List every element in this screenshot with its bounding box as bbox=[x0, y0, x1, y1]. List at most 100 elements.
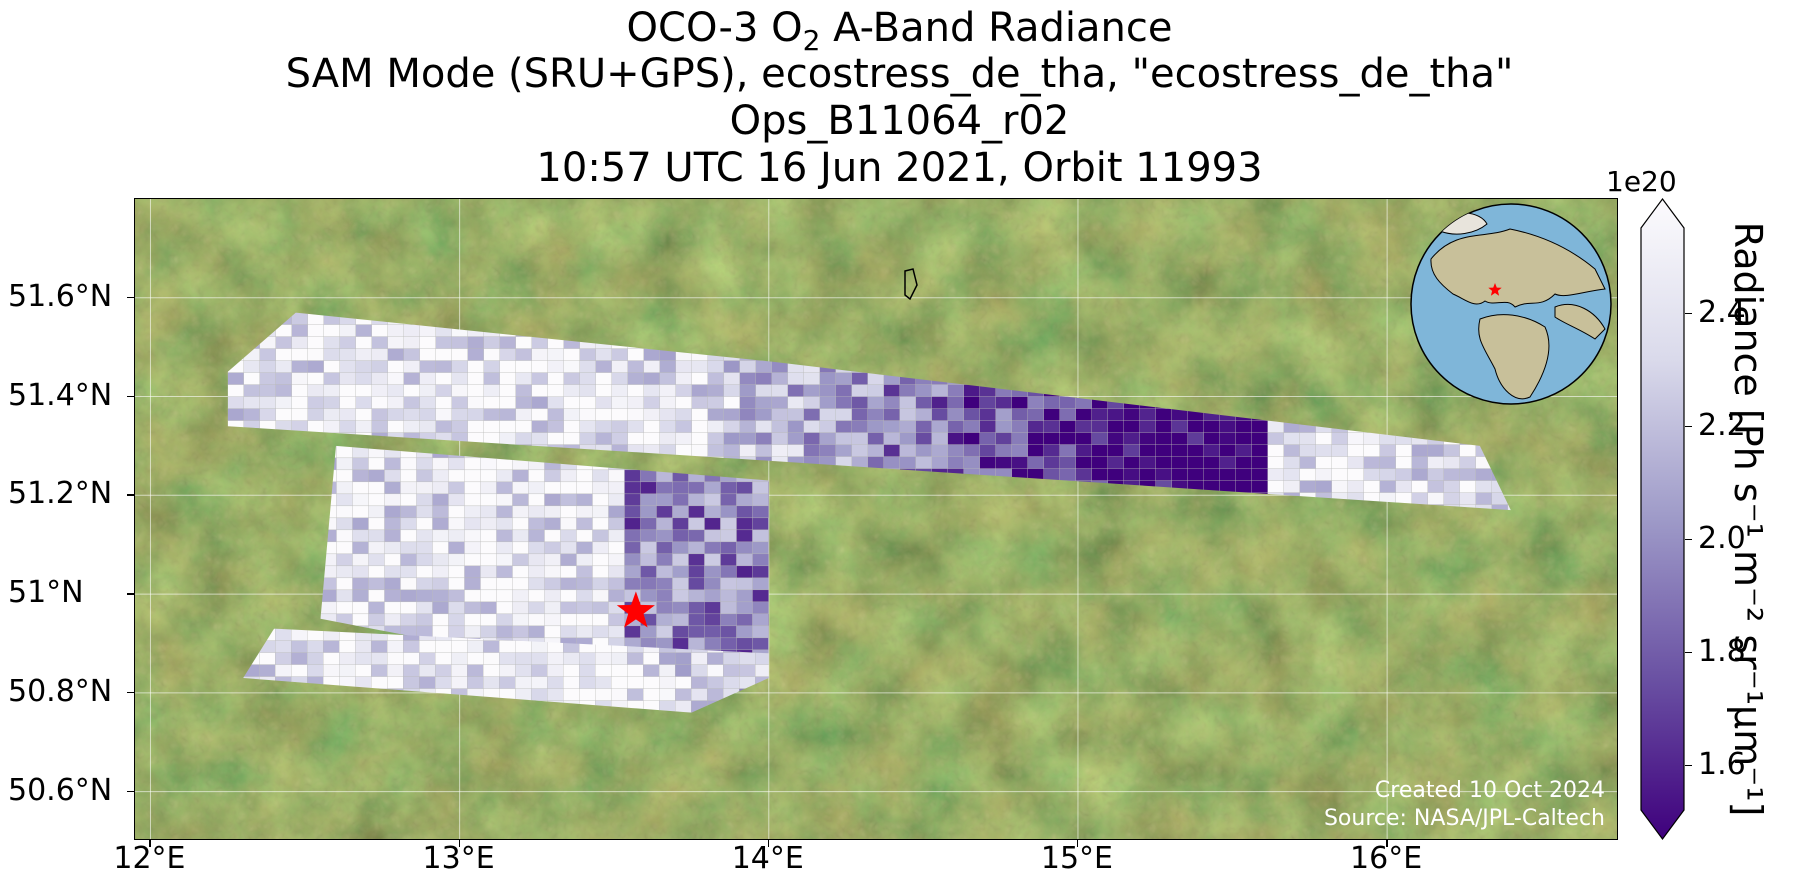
radiance-cell bbox=[1299, 468, 1316, 481]
radiance-cell bbox=[387, 396, 404, 409]
radiance-cell bbox=[355, 372, 372, 385]
radiance-cell bbox=[611, 396, 628, 409]
radiance-cell bbox=[787, 384, 804, 397]
radiance-cell bbox=[1155, 468, 1172, 481]
radiance-cell bbox=[656, 625, 673, 639]
radiance-cell bbox=[275, 628, 292, 641]
radiance-cell bbox=[608, 577, 625, 591]
radiance-cell bbox=[451, 408, 468, 421]
radiance-cell bbox=[515, 420, 532, 433]
radiance-cell bbox=[336, 589, 353, 603]
colorbar-exponent: 1e20 bbox=[1606, 165, 1677, 198]
radiance-cell bbox=[432, 469, 449, 483]
radiance-cell bbox=[691, 372, 708, 385]
radiance-cell bbox=[368, 589, 385, 603]
radiance-cell bbox=[544, 601, 561, 615]
radiance-cell bbox=[627, 420, 644, 433]
radiance-cell bbox=[1331, 480, 1348, 493]
radiance-cell bbox=[608, 469, 625, 483]
radiance-cell bbox=[227, 384, 244, 397]
radiance-cell bbox=[672, 541, 689, 555]
radiance-cell bbox=[723, 676, 740, 689]
radiance-cell bbox=[432, 613, 449, 627]
radiance-cell bbox=[592, 541, 609, 555]
radiance-cell bbox=[1107, 432, 1124, 445]
radiance-cell bbox=[563, 664, 580, 677]
radiance-cell bbox=[448, 469, 465, 483]
radiance-cell bbox=[1187, 456, 1204, 469]
radiance-cell bbox=[448, 457, 465, 471]
radiance-cell bbox=[403, 676, 420, 689]
radiance-cell bbox=[627, 664, 644, 677]
radiance-cell bbox=[947, 420, 964, 433]
radiance-cell bbox=[576, 517, 593, 531]
radiance-cell bbox=[515, 688, 532, 701]
radiance-cell bbox=[515, 408, 532, 421]
radiance-cell bbox=[496, 529, 513, 543]
radiance-cell bbox=[1027, 432, 1044, 445]
radiance-cell bbox=[352, 457, 369, 471]
radiance-cell bbox=[592, 577, 609, 591]
radiance-cell bbox=[1235, 456, 1252, 469]
radiance-cell bbox=[691, 676, 708, 689]
radiance-cell bbox=[560, 493, 577, 507]
radiance-cell bbox=[547, 432, 564, 445]
latitude-label: 51°N bbox=[8, 575, 84, 611]
radiance-cell bbox=[1395, 444, 1412, 457]
radiance-cell bbox=[544, 625, 561, 639]
radiance-cell bbox=[752, 481, 769, 495]
radiance-cell bbox=[1235, 432, 1252, 445]
radiance-cell bbox=[544, 517, 561, 531]
radiance-cell bbox=[400, 541, 417, 555]
radiance-cell bbox=[275, 336, 292, 349]
radiance-cell bbox=[771, 372, 788, 385]
radiance-cell bbox=[544, 541, 561, 555]
radiance-cell bbox=[723, 664, 740, 677]
radiance-cell bbox=[371, 640, 388, 653]
radiance-cell bbox=[627, 360, 644, 373]
radiance-cell bbox=[963, 432, 980, 445]
radiance-cell bbox=[688, 625, 705, 639]
radiance-cell bbox=[995, 420, 1012, 433]
map-canvas[interactable] bbox=[135, 199, 1618, 840]
radiance-cell bbox=[595, 676, 612, 689]
radiance-cell bbox=[803, 384, 820, 397]
longitude-tick bbox=[767, 840, 770, 847]
radiance-cell bbox=[707, 420, 724, 433]
radiance-cell bbox=[611, 420, 628, 433]
radiance-cell bbox=[515, 336, 532, 349]
radiance-cell bbox=[1443, 468, 1460, 481]
radiance-cell bbox=[352, 589, 369, 603]
radiance-cell bbox=[432, 601, 449, 615]
radiance-cell bbox=[752, 565, 769, 579]
latitude-label: 51.6°N bbox=[8, 278, 113, 314]
radiance-cell bbox=[723, 372, 740, 385]
radiance-cell bbox=[339, 664, 356, 677]
radiance-cell bbox=[1075, 456, 1092, 469]
radiance-cell bbox=[656, 553, 673, 567]
radiance-cell bbox=[544, 577, 561, 591]
radiance-cell bbox=[624, 577, 641, 591]
radiance-cell bbox=[432, 565, 449, 579]
radiance-cell bbox=[883, 444, 900, 457]
radiance-cell bbox=[368, 553, 385, 567]
radiance-cell bbox=[656, 493, 673, 507]
radiance-cell bbox=[675, 688, 692, 701]
radiance-cell bbox=[704, 577, 721, 591]
radiance-cell bbox=[464, 601, 481, 615]
radiance-cell bbox=[1139, 420, 1156, 433]
radiance-cell bbox=[1155, 444, 1172, 457]
radiance-cell bbox=[720, 541, 737, 555]
radiance-cell bbox=[640, 565, 657, 579]
radiance-cell bbox=[656, 529, 673, 543]
radiance-cell bbox=[1187, 420, 1204, 433]
map-panel[interactable] bbox=[134, 198, 1618, 840]
radiance-cell bbox=[867, 432, 884, 445]
radiance-cell bbox=[384, 529, 401, 543]
radiance-cell bbox=[723, 360, 740, 373]
radiance-cell bbox=[1379, 480, 1396, 493]
radiance-cell bbox=[1443, 492, 1460, 505]
radiance-cell bbox=[592, 469, 609, 483]
globe-eurasia bbox=[1430, 228, 1606, 308]
radiance-cell bbox=[563, 432, 580, 445]
